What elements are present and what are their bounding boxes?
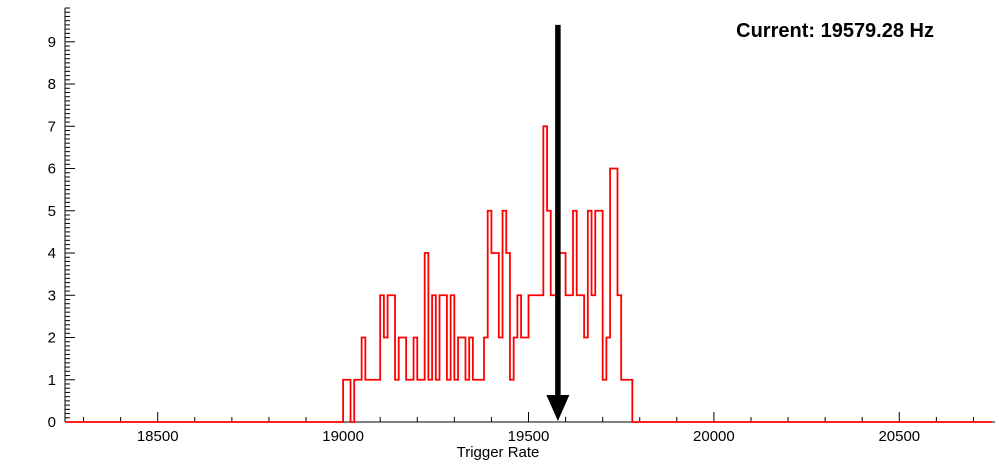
y-tick-label: 8 (48, 76, 56, 93)
histogram-series (65, 125, 992, 423)
x-tick-label: 20000 (693, 428, 735, 445)
y-tick-label: 9 (48, 34, 56, 51)
y-tick-label: 5 (48, 203, 56, 220)
y-tick-label: 7 (48, 118, 56, 135)
x-tick-label: 19500 (508, 428, 550, 445)
current-arrow-head (546, 395, 570, 421)
y-tick-label: 2 (48, 330, 56, 347)
current-value-label: Current: 19579.28 Hz (736, 20, 934, 42)
y-tick-labels: 0 1 2 3 4 5 6 7 8 9 (48, 34, 56, 431)
x-tick-label: 20500 (878, 428, 920, 445)
x-tick-label: 19000 (322, 428, 364, 445)
y-tick-label: 0 (48, 414, 56, 431)
y-ticks (65, 7, 75, 423)
x-tick-label: 18500 (137, 428, 179, 445)
x-ticks (83, 412, 974, 422)
x-axis-title: Trigger Rate (456, 444, 540, 461)
current-arrow (546, 24, 570, 421)
y-tick-label: 3 (48, 287, 56, 304)
x-tick-labels: 18500 19000 19500 20000 20500 (137, 428, 920, 445)
y-tick-label: 6 (48, 161, 56, 178)
y-tick-label: 4 (48, 245, 56, 262)
axes (64, 8, 995, 423)
y-tick-label: 1 (48, 372, 56, 389)
